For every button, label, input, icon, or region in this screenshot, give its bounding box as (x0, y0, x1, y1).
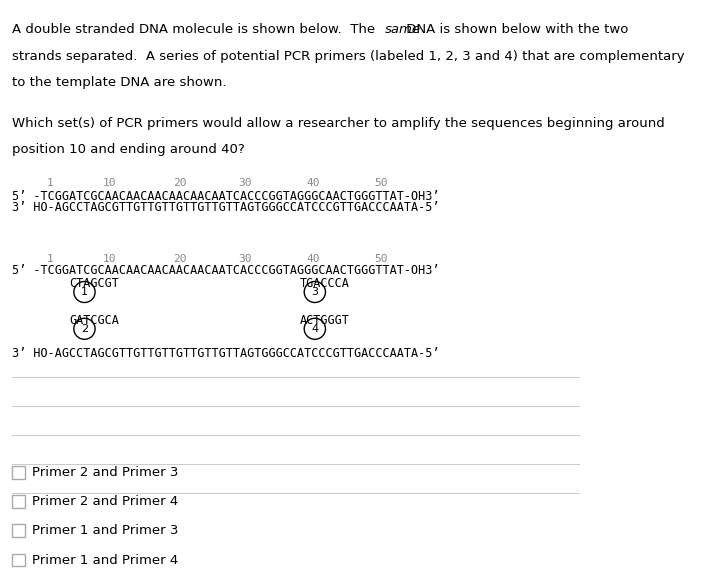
Text: 40: 40 (307, 178, 320, 188)
Text: 3’ HO-AGCCTAGCGTTGTTGTTGTTGTTGTTAGTGGGCCATCCCGTTGACCCAATA-5’: 3’ HO-AGCCTAGCGTTGTTGTTGTTGTTGTTAGTGGGCC… (11, 201, 439, 214)
Text: TGACCCA: TGACCCA (300, 277, 350, 290)
Text: 50: 50 (374, 178, 388, 188)
Text: A double stranded DNA molecule is shown below.  The: A double stranded DNA molecule is shown … (11, 23, 379, 36)
Text: 1: 1 (47, 178, 54, 188)
Text: Primer 1 and Primer 4: Primer 1 and Primer 4 (32, 554, 179, 566)
Text: 2: 2 (81, 324, 88, 334)
Text: 30: 30 (238, 178, 252, 188)
Text: 20: 20 (174, 178, 187, 188)
Text: same: same (386, 23, 421, 36)
Text: GATCGCA: GATCGCA (70, 314, 120, 327)
Text: 1: 1 (81, 287, 88, 297)
Text: DNA is shown below with the two: DNA is shown below with the two (402, 23, 628, 36)
Text: position 10 and ending around 40?: position 10 and ending around 40? (11, 143, 245, 156)
Text: Primer 2 and Primer 4: Primer 2 and Primer 4 (32, 495, 179, 508)
Text: 3: 3 (312, 287, 318, 297)
Text: strands separated.  A series of potential PCR primers (labeled 1, 2, 3 and 4) th: strands separated. A series of potential… (11, 50, 684, 62)
Text: 10: 10 (103, 254, 116, 264)
Text: 5’ -TCGGATCGCAACAACAACAACAACAATCACCCGGTAGGGCAACTGGGTTAT-OH3’: 5’ -TCGGATCGCAACAACAACAACAACAATCACCCGGTA… (11, 264, 439, 277)
Text: ACTGGGT: ACTGGGT (300, 314, 350, 327)
Text: 20: 20 (174, 254, 187, 264)
Text: to the template DNA are shown.: to the template DNA are shown. (11, 76, 226, 89)
Text: 40: 40 (307, 254, 320, 264)
Text: 4: 4 (312, 324, 318, 334)
Text: Primer 1 and Primer 3: Primer 1 and Primer 3 (32, 524, 179, 537)
Text: 3’ HO-AGCCTAGCGTTGTTGTTGTTGTTGTTAGTGGGCCATCCCGTTGACCCAATA-5’: 3’ HO-AGCCTAGCGTTGTTGTTGTTGTTGTTAGTGGGCC… (11, 347, 439, 360)
Text: 50: 50 (374, 254, 388, 264)
Text: 1: 1 (47, 254, 54, 264)
Text: 5’ -TCGGATCGCAACAACAACAACAACAATCACCCGGTAGGGCAACTGGGTTAT-OH3’: 5’ -TCGGATCGCAACAACAACAACAACAATCACCCGGTA… (11, 190, 439, 203)
Text: CTAGCGT: CTAGCGT (70, 277, 120, 290)
Text: 10: 10 (103, 178, 116, 188)
Text: Primer 2 and Primer 3: Primer 2 and Primer 3 (32, 466, 179, 479)
Text: 30: 30 (238, 254, 252, 264)
Text: Which set(s) of PCR primers would allow a researcher to amplify the sequences be: Which set(s) of PCR primers would allow … (11, 117, 665, 130)
